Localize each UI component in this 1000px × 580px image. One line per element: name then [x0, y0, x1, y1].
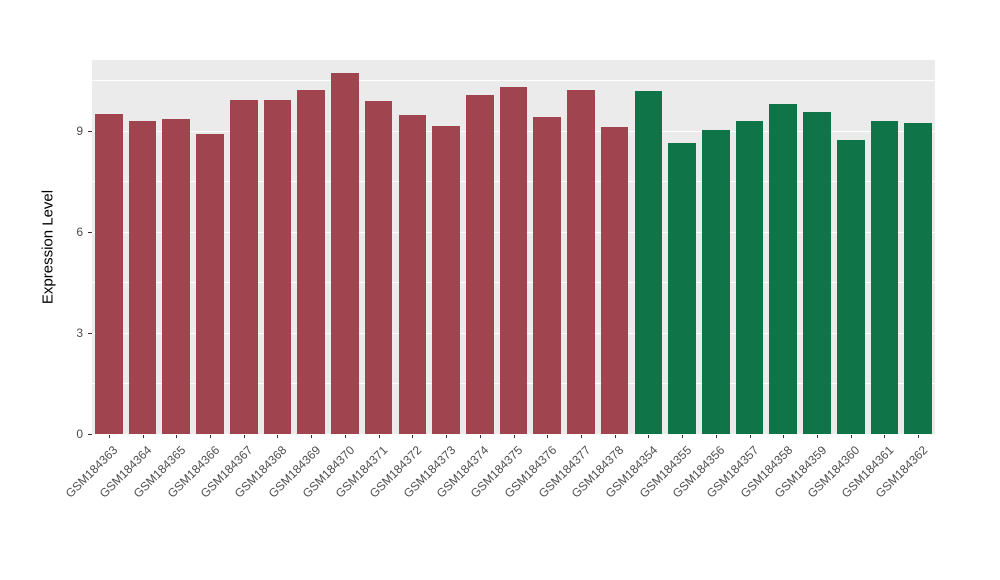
x-tick-mark — [479, 434, 481, 438]
x-tick-mark — [884, 434, 886, 438]
x-tick-mark — [580, 434, 582, 438]
x-tick-mark — [783, 434, 785, 438]
bar — [870, 120, 899, 434]
x-tick-mark — [412, 434, 414, 438]
y-tick-mark — [88, 434, 92, 435]
bar — [600, 126, 629, 434]
x-tick-mark — [715, 434, 717, 438]
bar — [769, 103, 798, 434]
x-tick-mark — [850, 434, 852, 438]
bar — [398, 114, 427, 434]
bar — [297, 90, 325, 434]
bar — [331, 72, 359, 434]
y-tick-label: 3 — [76, 325, 83, 340]
bar — [803, 112, 831, 434]
bar — [162, 118, 191, 434]
gridline-minor — [92, 80, 935, 81]
bar — [465, 95, 494, 434]
bar — [128, 120, 157, 434]
y-tick-label: 6 — [76, 224, 83, 239]
bar — [567, 90, 595, 434]
bar — [95, 113, 123, 434]
y-tick-mark — [88, 332, 92, 334]
x-tick-mark — [277, 434, 279, 438]
x-tick-mark — [446, 434, 448, 438]
y-tick-label: 0 — [76, 427, 83, 441]
y-tick-mark — [88, 231, 92, 233]
bar — [735, 121, 764, 434]
x-tick-mark — [378, 434, 380, 438]
x-tick-mark — [311, 434, 313, 438]
x-tick-mark — [176, 434, 178, 438]
bar — [229, 100, 258, 434]
x-tick-mark — [142, 434, 144, 438]
y-tick-mark — [88, 130, 92, 132]
bar — [836, 140, 865, 434]
x-tick-mark — [243, 434, 245, 438]
bar — [196, 134, 224, 434]
x-tick-mark — [614, 434, 616, 438]
bar — [499, 86, 528, 434]
bar — [701, 130, 730, 434]
bar — [364, 101, 393, 434]
bar — [634, 91, 663, 434]
x-tick-mark — [918, 434, 920, 438]
x-tick-mark — [648, 434, 650, 438]
x-tick-mark — [344, 434, 346, 438]
x-tick-mark — [513, 434, 515, 438]
x-tick-mark — [108, 434, 110, 438]
plot-panel — [92, 60, 935, 436]
y-tick-label: 9 — [76, 123, 83, 138]
bar — [263, 99, 292, 434]
x-tick-mark — [749, 434, 751, 438]
x-tick-mark — [210, 434, 212, 438]
y-axis-title: Expression Level — [39, 189, 57, 305]
bar — [533, 116, 562, 434]
x-tick-mark — [816, 434, 818, 438]
x-tick-mark — [682, 434, 684, 438]
bar — [904, 123, 932, 434]
bar — [432, 125, 460, 434]
x-tick-mark — [547, 434, 549, 438]
bar — [668, 142, 696, 434]
gridline-major — [92, 434, 935, 436]
